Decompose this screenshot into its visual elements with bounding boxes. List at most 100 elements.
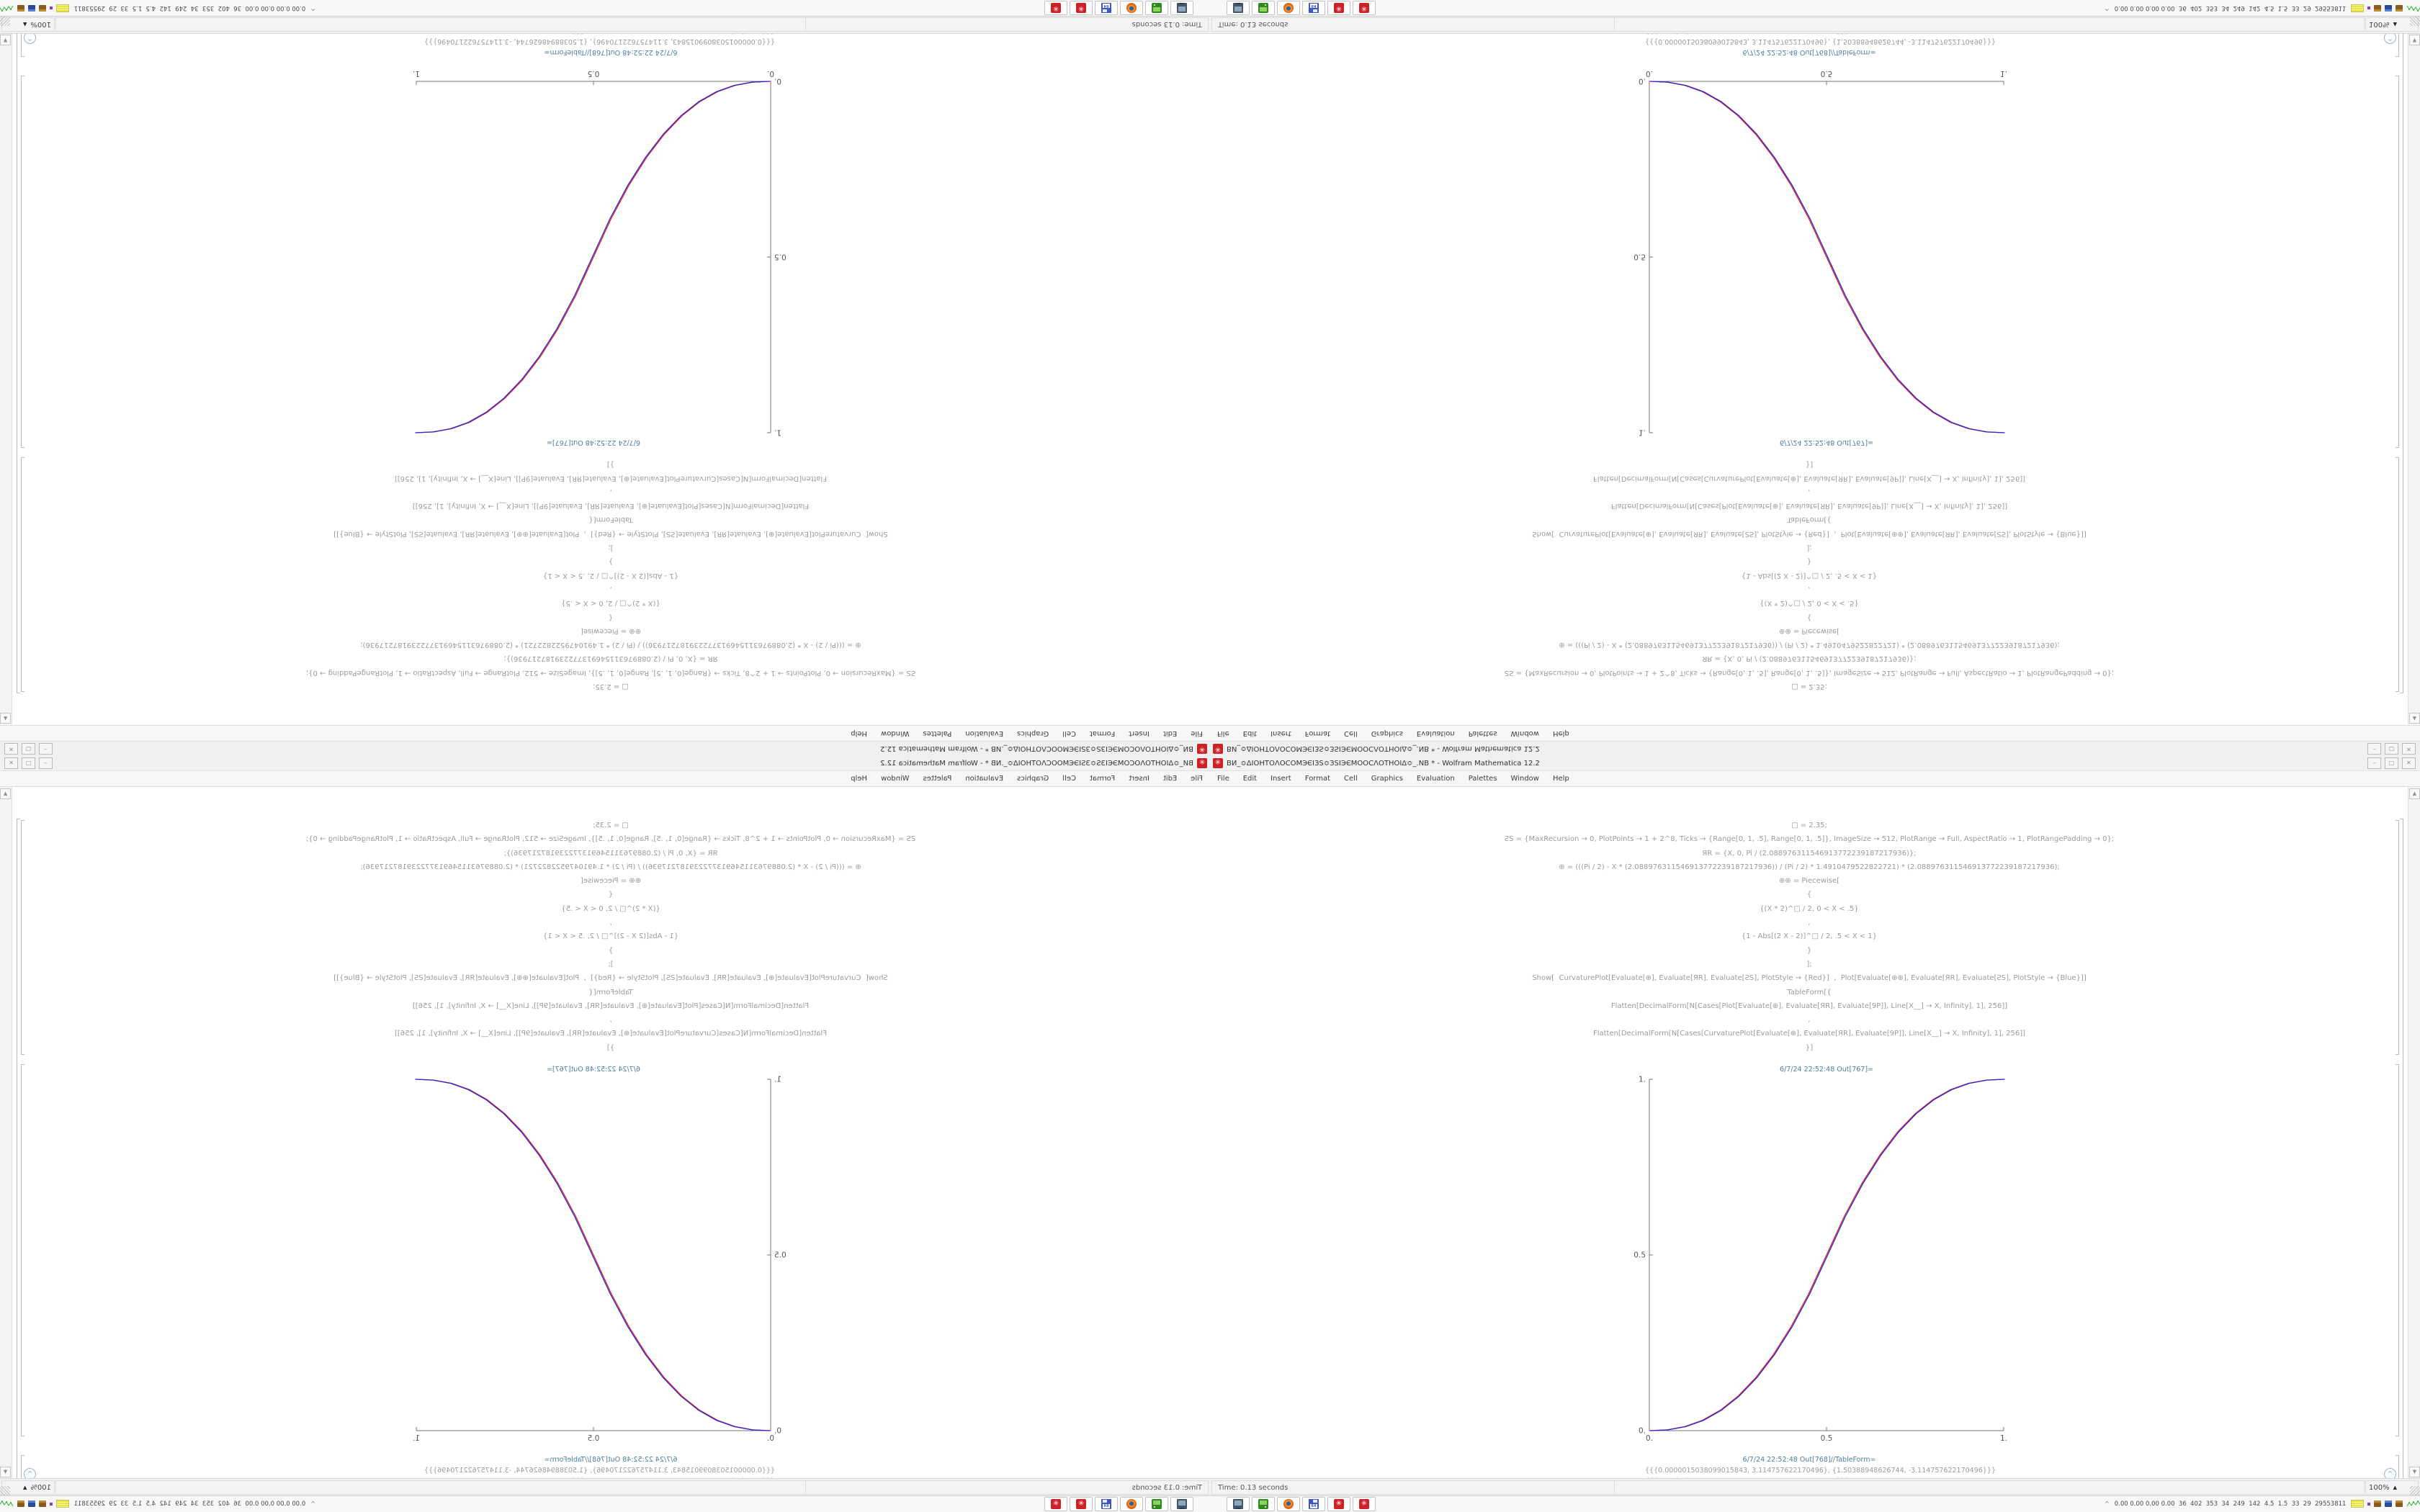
scrollbar-up-icon[interactable]: ▲ (2409, 713, 2420, 724)
maximize-button[interactable]: ▢ (2385, 743, 2398, 755)
menu-evaluation[interactable]: Evaluation (965, 729, 1004, 737)
code-line[interactable]: } (608, 946, 614, 955)
menu-file[interactable]: File (1191, 775, 1203, 783)
resize-grip[interactable] (0, 1486, 10, 1496)
close-button[interactable]: ✕ (4, 743, 18, 755)
magnification-dropdown-icon[interactable]: ▲ (2393, 1485, 2397, 1490)
chevron-up-icon[interactable]: ^ (24, 1468, 36, 1479)
menu-edit[interactable]: Edit (1242, 729, 1258, 737)
magnification-dropdown-icon[interactable]: ▲ (2393, 22, 2397, 27)
input-cell-bracket[interactable] (21, 820, 24, 1055)
code-line[interactable]: , (609, 487, 612, 496)
menu-help[interactable]: Help (1552, 775, 1569, 783)
menu-help[interactable]: Help (851, 775, 868, 783)
menu-evaluation[interactable]: Evaluation (1416, 775, 1455, 783)
code-line[interactable]: , (1808, 919, 1811, 927)
scrollbar-up-icon[interactable]: ▲ (2409, 788, 2420, 799)
code-line[interactable]: Flatten[DecimalForm[N[Cases[Plot[Evaluat… (1610, 502, 2008, 510)
code-line[interactable]: TableForm[{ (1787, 516, 1832, 524)
menu-file[interactable]: File (1217, 775, 1229, 783)
code-line[interactable]: Show[ CurvaturePlot[Evaluate[⊕], Evaluat… (1532, 974, 2087, 983)
menu-palettes[interactable]: Palettes (1468, 729, 1497, 737)
resize-grip[interactable] (0, 16, 10, 26)
code-line[interactable]: , (1808, 1016, 1811, 1025)
cube-brown-icon[interactable] (38, 5, 46, 12)
output-cell-bracket[interactable] (21, 33, 24, 57)
code-line[interactable]: { (1806, 891, 1812, 899)
output-cell-bracket[interactable] (2396, 1064, 2399, 1436)
menu-file[interactable]: File (1217, 729, 1229, 737)
tray-chevron-icon[interactable]: ^ (310, 1500, 315, 1507)
menu-palettes[interactable]: Palettes (923, 775, 952, 783)
menu-format[interactable]: Format (1304, 729, 1331, 737)
code-line[interactable]: ⊕⊕ = Piecewise[ (1778, 626, 1840, 635)
taskbar-button-mathematica[interactable]: ✳ (1353, 1, 1376, 15)
output-cell-bracket[interactable] (21, 1064, 24, 1436)
vertical-scrollbar[interactable]: ▲ ▼ (0, 787, 12, 1479)
menu-graphics[interactable]: Graphics (1371, 775, 1403, 783)
input-cell-bracket[interactable] (2396, 457, 2399, 692)
code-line[interactable]: ЯR = {X, 0, Pi / (2.08897631154691377223… (503, 654, 718, 663)
close-button[interactable]: ✕ (2402, 757, 2416, 769)
menu-edit[interactable]: Edit (1162, 729, 1178, 737)
menu-window[interactable]: Window (881, 729, 910, 737)
taskbar-button-drive[interactable] (1145, 1497, 1168, 1511)
code-line[interactable]: Show[ CurvaturePlot[Evaluate[⊕], Evaluat… (333, 529, 888, 538)
scrollbar-down-icon[interactable]: ▼ (2409, 35, 2420, 45)
code-line[interactable]: {(X * 2)^□ / 2, 0 < X < .5} (1760, 599, 1859, 608)
code-line[interactable]: {(X * 2)^□ / 2, 0 < X < .5} (1760, 904, 1859, 913)
menu-help[interactable]: Help (851, 729, 868, 737)
menu-insert[interactable]: Insert (1270, 775, 1291, 783)
menu-graphics[interactable]: Graphics (1017, 729, 1049, 737)
menu-evaluation[interactable]: Evaluation (1416, 729, 1455, 737)
title-bar[interactable]: ✳ ВИ_≎ΔΙΟΗΤΟΛΟCOMЭЄΙЗS≎ЗЅΙЭЄМООСΛΟΤΗΟΙΔ≎… (0, 756, 1210, 771)
input-cell-bracket[interactable] (21, 457, 24, 692)
code-line[interactable]: ⊕ = (((Pi / 2) - X * (2.0889763115469137… (1559, 641, 2060, 649)
menu-palettes[interactable]: Palettes (1468, 775, 1497, 783)
taskbar-button-firefox[interactable] (1120, 1, 1143, 15)
magnification-value[interactable]: 100% (30, 1483, 51, 1492)
cube-blue-icon[interactable] (2385, 5, 2393, 12)
scrollbar-up-icon[interactable]: ▲ (0, 713, 11, 724)
code-line[interactable]: ⊕⊕ = Piecewise[ (580, 626, 642, 635)
taskbar-button-drive[interactable] (1252, 1497, 1275, 1511)
code-line[interactable]: {(X * 2)^□ / 2, 0 < X < .5} (561, 599, 660, 608)
code-line[interactable]: ]; (608, 960, 614, 968)
code-line[interactable]: ⊕⊕ = Piecewise[ (580, 877, 642, 886)
meter-yellow-icon[interactable] (2351, 4, 2365, 12)
menu-edit[interactable]: Edit (1162, 775, 1178, 783)
code-line[interactable]: Flatten[DecimalForm[N[Cases[CurvaturePlo… (1592, 474, 2026, 482)
tray-chevron-icon[interactable]: ^ (2105, 1500, 2110, 1507)
code-line[interactable]: Flatten[DecimalForm[N[Cases[CurvaturePlo… (394, 474, 828, 482)
resize-grip[interactable] (2410, 1486, 2420, 1496)
menu-window[interactable]: Window (1510, 775, 1539, 783)
code-line[interactable]: {1 - Abs[(2 X - 2)]^□ / 2, .5 < X < 1} (542, 571, 679, 580)
maximize-button[interactable]: ▢ (22, 743, 35, 755)
code-line[interactable]: , (1808, 487, 1811, 496)
code-line[interactable]: } (1806, 946, 1812, 955)
close-button[interactable]: ✕ (4, 757, 18, 769)
taskbar-button-display[interactable] (1170, 1497, 1193, 1511)
code-line[interactable]: , (609, 1016, 612, 1025)
code-line[interactable]: { (1806, 613, 1812, 621)
menu-help[interactable]: Help (1552, 729, 1569, 737)
close-button[interactable]: ✕ (2402, 743, 2416, 755)
code-line[interactable]: Flatten[DecimalForm[N[Cases[Plot[Evaluat… (1610, 1002, 2008, 1010)
taskbar-button-mathematica[interactable]: ✳ (1070, 1497, 1093, 1511)
menu-window[interactable]: Window (1510, 729, 1539, 737)
code-line[interactable]: Flatten[DecimalForm[N[Cases[CurvaturePlo… (394, 1030, 828, 1038)
magnification-value[interactable]: 100% (2369, 20, 2390, 29)
taskbar-button-floppy64[interactable]: 64 (1095, 1, 1118, 15)
tray-chevron-icon[interactable]: ^ (2105, 5, 2110, 12)
code-line[interactable]: ⊕ = (((Pi / 2) - X * (2.0889763115469137… (360, 863, 861, 871)
menu-format[interactable]: Format (1304, 775, 1331, 783)
code-line[interactable]: } (608, 557, 614, 566)
code-line[interactable]: { (608, 891, 614, 899)
taskbar-button-mathematica[interactable]: ✳ (1353, 1497, 1376, 1511)
scrollbar-up-icon[interactable]: ▲ (0, 788, 11, 799)
code-line[interactable]: Flatten[DecimalForm[N[Cases[CurvaturePlo… (1592, 1030, 2026, 1038)
code-line[interactable]: ƧS = {MaxRecursion → 0, PlotPoints → 1 +… (1504, 668, 2115, 677)
code-line[interactable]: TableForm[{ (1787, 988, 1832, 996)
taskbar-button-drive[interactable] (1145, 1, 1168, 15)
output-cell-bracket[interactable] (21, 76, 24, 448)
